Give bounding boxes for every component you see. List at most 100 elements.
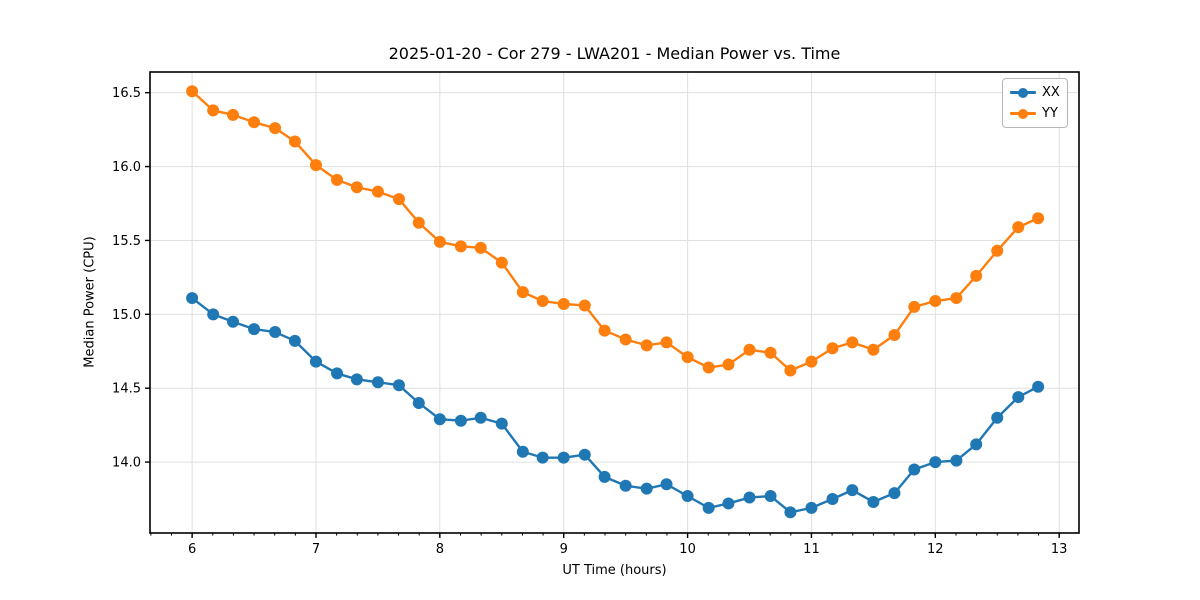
series-point-xx (557, 451, 570, 464)
series-point-yy (516, 286, 529, 299)
series-point-xx (867, 495, 880, 508)
x-tick-label: 13 (1051, 542, 1068, 557)
series-line-yy (190, 90, 1040, 372)
series-line-xx (190, 296, 1040, 514)
series-point-xx (516, 445, 529, 458)
series-point-xx (784, 506, 797, 519)
series-point-yy (619, 333, 632, 346)
series-point-yy (764, 346, 777, 359)
series-point-xx (702, 501, 715, 514)
x-tick-label: 9 (560, 542, 568, 557)
series-point-xx (1032, 380, 1045, 393)
series-point-yy (908, 300, 921, 313)
series-point-xx (248, 323, 261, 336)
series-point-yy (846, 336, 859, 349)
legend: XX YY (1002, 78, 1068, 128)
series-point-yy (598, 324, 611, 337)
series-point-xx (888, 487, 901, 500)
series-point-yy (867, 343, 880, 356)
series-point-yy (929, 295, 942, 308)
series-point-yy (743, 343, 756, 356)
series-point-xx (371, 376, 384, 389)
series-point-xx (1012, 391, 1025, 404)
series-point-yy (826, 342, 839, 355)
x-tick-label: 6 (188, 542, 196, 557)
series-point-xx (309, 355, 322, 368)
series-point-yy (536, 295, 549, 308)
series-point-xx (412, 396, 425, 409)
series-point-yy (495, 256, 508, 269)
series-point-yy (186, 85, 199, 98)
series-point-yy (248, 116, 261, 129)
series-point-yy (331, 173, 344, 186)
x-axis-label: UT Time (hours) (562, 563, 667, 578)
x-tick-label: 11 (803, 542, 820, 557)
series-point-yy (888, 329, 901, 342)
series-point-yy (454, 240, 467, 253)
series-point-yy (269, 122, 282, 135)
x-tick-label: 12 (927, 542, 944, 557)
y-tick-label: 16.0 (112, 160, 141, 175)
series-point-yy (784, 364, 797, 377)
series-point-xx (598, 470, 611, 483)
series-point-xx (805, 501, 818, 514)
series-point-yy (722, 358, 735, 371)
legend-item-xx: XX (1010, 84, 1060, 101)
y-tick-label: 15.5 (112, 234, 141, 249)
series-point-xx (929, 456, 942, 469)
legend-line-marker-xx (1010, 87, 1036, 98)
legend-label-yy: YY (1042, 106, 1058, 121)
x-tick-label: 10 (679, 542, 696, 557)
plot-frame (149, 71, 1080, 534)
legend-item-yy: YY (1010, 105, 1059, 122)
series-point-xx (619, 479, 632, 492)
series-point-yy (640, 339, 653, 352)
series-point-xx (331, 367, 344, 380)
series-point-xx (846, 484, 859, 497)
series-point-xx (495, 417, 508, 430)
x-tick-label: 8 (436, 542, 444, 557)
legend-line-marker-yy (1010, 108, 1036, 119)
series-point-xx (764, 490, 777, 503)
series-point-xx (350, 373, 363, 386)
series-point-xx (207, 308, 220, 321)
series-point-xx (970, 438, 983, 451)
series-point-xx (826, 493, 839, 506)
series-point-yy (578, 299, 591, 312)
series-point-xx (288, 334, 301, 347)
x-tick-label: 7 (312, 542, 320, 557)
series-point-yy (805, 355, 818, 368)
series-point-yy (557, 297, 570, 310)
series-point-yy (412, 216, 425, 229)
series-point-yy (433, 235, 446, 248)
series-point-yy (309, 159, 322, 172)
series-point-xx (681, 490, 694, 503)
series-point-yy (1012, 221, 1025, 234)
series-point-xx (640, 482, 653, 495)
series-point-yy (371, 185, 384, 198)
y-tick-label: 14.0 (112, 456, 141, 471)
series-point-yy (1032, 212, 1045, 225)
series-point-xx (536, 451, 549, 464)
series-point-xx (474, 411, 487, 424)
series-point-yy (702, 361, 715, 374)
series-point-yy (970, 269, 983, 282)
series-point-xx (743, 491, 756, 504)
series-point-yy (681, 351, 694, 364)
series-point-xx (454, 414, 467, 427)
series-point-xx (991, 411, 1004, 424)
series-point-xx (578, 448, 591, 461)
y-axis-label: Median Power (CPU) (82, 236, 98, 368)
series-point-yy (207, 104, 220, 117)
series-point-xx (186, 292, 199, 305)
series-point-yy (350, 181, 363, 194)
series-point-yy (474, 241, 487, 254)
series-point-yy (288, 135, 301, 148)
series-point-xx (433, 413, 446, 426)
y-tick-label: 16.5 (112, 86, 141, 101)
legend-label-xx: XX (1042, 85, 1060, 100)
series-point-xx (269, 326, 282, 339)
series-point-yy (226, 108, 239, 121)
